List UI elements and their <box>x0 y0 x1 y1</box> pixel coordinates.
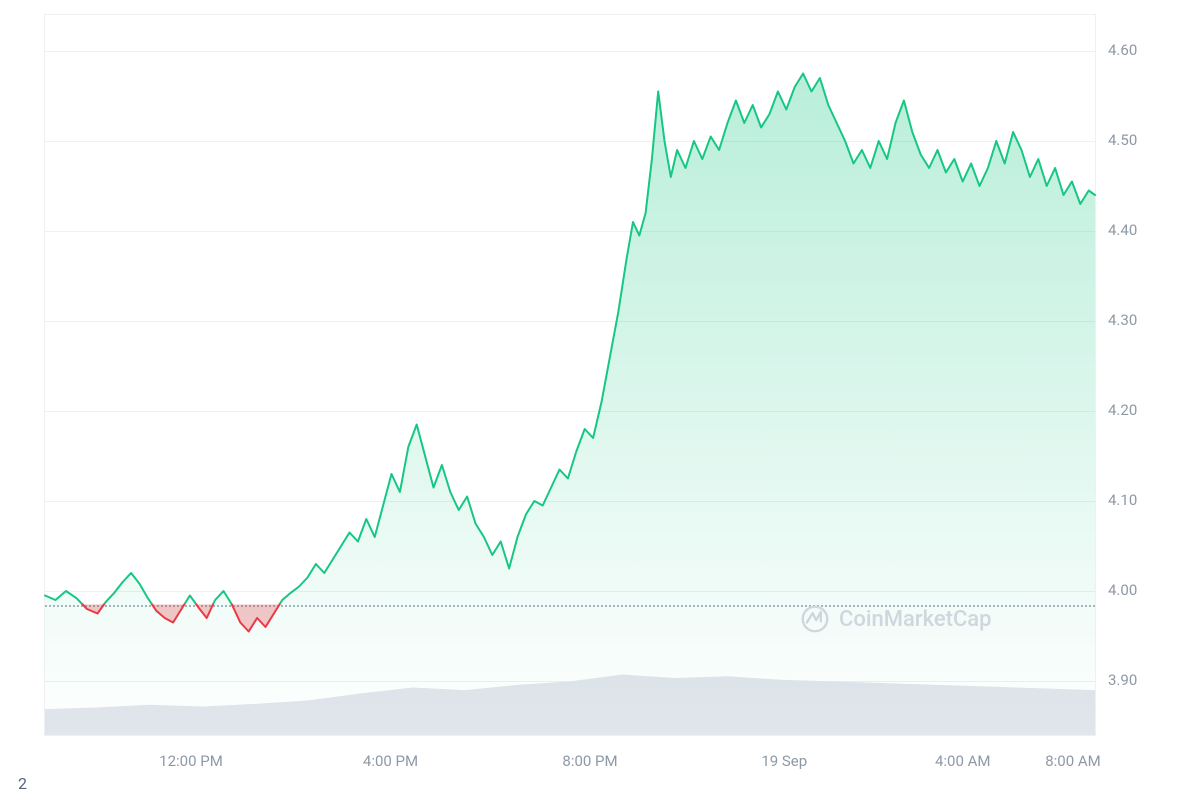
y-tick-label: 4.60 <box>1108 41 1137 59</box>
x-tick-label: 12:00 PM <box>159 752 223 770</box>
y-tick-label: 3.90 <box>1108 671 1137 689</box>
y-tick-label: 4.40 <box>1108 221 1137 239</box>
plot-area[interactable]: CoinMarketCap <box>44 14 1096 736</box>
x-tick-label: 8:00 PM <box>562 752 617 770</box>
coinmarketcap-icon <box>801 605 829 633</box>
watermark-text: CoinMarketCap <box>839 607 992 632</box>
y-tick-label: 4.30 <box>1108 311 1137 329</box>
x-tick-label: 8:00 AM <box>1045 752 1101 770</box>
y-tick-label: 4.10 <box>1108 491 1137 509</box>
price-chart[interactable]: CoinMarketCap 3.90 4.00 4.10 4.20 4.30 4.40 4.… <box>0 0 1200 800</box>
y-tick-label: 4.50 <box>1108 131 1137 149</box>
y-tick-label: 4.20 <box>1108 401 1137 419</box>
footer-index: 2 <box>18 774 27 793</box>
y-tick-label: 4.00 <box>1108 581 1137 599</box>
x-tick-label: 4:00 PM <box>363 752 418 770</box>
up-fill-area <box>45 74 1095 736</box>
x-tick-label: 4:00 AM <box>935 752 991 770</box>
coinmarketcap-watermark: CoinMarketCap <box>801 605 992 633</box>
x-tick-label: 19 Sep <box>761 752 807 770</box>
